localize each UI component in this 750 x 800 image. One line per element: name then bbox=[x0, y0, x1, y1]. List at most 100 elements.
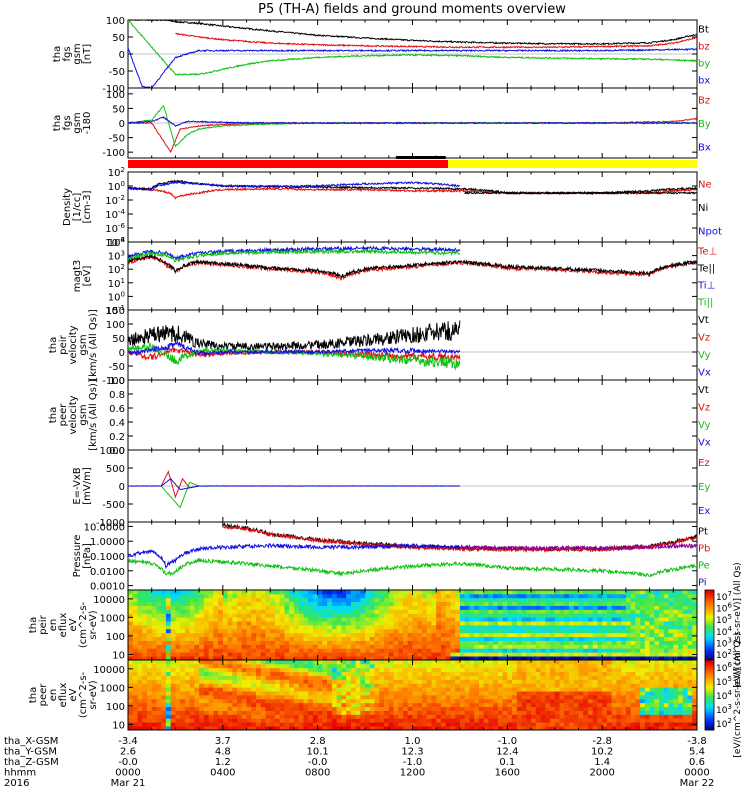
y-tick-label: 0.0100 bbox=[90, 567, 125, 578]
series-line-Vt bbox=[128, 320, 461, 352]
y-axis-label: Density bbox=[62, 188, 73, 226]
x-axis-row-value: 0.1 bbox=[499, 757, 515, 768]
y-tick-label: 10 bbox=[112, 650, 125, 661]
y-tick-label: 1.0000 bbox=[90, 537, 125, 548]
y-tick-label: 10 bbox=[112, 720, 125, 731]
y-tick-label: 10-4 bbox=[105, 208, 125, 221]
y-axis-label: [nPa] bbox=[82, 543, 93, 569]
y-tick-label: 0.0010 bbox=[90, 582, 125, 593]
series-line-by bbox=[128, 20, 697, 76]
x-axis-row-value: -0.0 bbox=[308, 757, 328, 768]
y-tick-label: 10-2 bbox=[105, 194, 125, 207]
legend-entry: Ex bbox=[698, 506, 710, 517]
x-axis-row-value: 0400 bbox=[210, 768, 235, 779]
y-tick-label: 10-6 bbox=[105, 222, 125, 235]
x-axis-row-value: 10.1 bbox=[307, 747, 329, 758]
x-axis-row-label: tha_Y-GSM bbox=[4, 747, 57, 758]
legend-entry: bz bbox=[698, 42, 710, 53]
y-axis-label: [cm-3] bbox=[82, 190, 93, 223]
legend-entry: Ey bbox=[698, 482, 710, 493]
x-axis-annotations: tha_X-GSM -3.4 3.7 2.8 1.0 -1.0 -2.8 -3.8 tha_Y-… bbox=[4, 736, 714, 789]
x-axis-row-value: 10.2 bbox=[591, 747, 613, 758]
legend-entry: Pi bbox=[698, 578, 707, 589]
x-axis-row-value: 0.6 bbox=[689, 757, 705, 768]
y-tick-label: 0 bbox=[119, 348, 125, 359]
y-axis-label: peer bbox=[58, 403, 69, 427]
series-line-Ti bbox=[128, 248, 461, 263]
figure-title: P5 (TH-A) fields and ground moments over… bbox=[258, 2, 566, 17]
y-tick-label: -500 bbox=[102, 500, 125, 511]
x-axis-row-value: -3.8 bbox=[687, 736, 707, 747]
series-line-bx bbox=[128, 47, 697, 88]
y-axis-label: [eV] bbox=[82, 266, 93, 287]
y-axis-label: velocity bbox=[68, 325, 79, 364]
x-axis-row-value: 0000 bbox=[115, 768, 140, 779]
y-tick-label: 50 bbox=[112, 104, 125, 115]
legend-entry: Ne bbox=[698, 180, 712, 191]
series-line-Ez bbox=[128, 470, 460, 499]
x-axis-row-value: Mar 22 bbox=[680, 778, 715, 789]
y-axis-label: [mV/m] bbox=[82, 467, 93, 505]
panel-8: 0.0010 0.0100 0.1000 1.0000 10.0000Pressure[… bbox=[72, 521, 710, 593]
legend-entry: Pb bbox=[698, 544, 710, 555]
y-tick-label: 100 bbox=[106, 320, 125, 331]
legend-entry: Ti⊥ bbox=[697, 281, 715, 292]
y-axis-label: [1/cc] bbox=[72, 193, 83, 222]
legend-entry: Ez bbox=[698, 458, 710, 469]
y-tick-label: 104 bbox=[108, 236, 126, 249]
legend-entry: Pt bbox=[698, 527, 708, 538]
y-tick-label: 150 bbox=[106, 306, 125, 317]
y-axis-label: Pressure bbox=[72, 535, 83, 578]
y-axis-label: eV bbox=[68, 618, 79, 631]
x-axis-row-value: 1.2 bbox=[215, 757, 231, 768]
x-axis-row-value: 0000 bbox=[684, 768, 709, 779]
y-tick-label: -50 bbox=[109, 362, 125, 373]
mode-bar-fast-survey bbox=[128, 160, 449, 168]
y-axis-label: tha bbox=[28, 617, 39, 633]
x-axis-row-value: -2.8 bbox=[592, 736, 612, 747]
series-group bbox=[128, 20, 697, 88]
y-axis-label: gsm bbox=[78, 404, 89, 425]
y-tick-label: 100 bbox=[106, 16, 125, 27]
colorbar-label: [eV/(cm^2-s-sr-eV)] (All Qs) bbox=[733, 562, 743, 687]
y-tick-label: 102 bbox=[108, 263, 125, 276]
y-tick-label: 50 bbox=[112, 33, 125, 44]
panel-9: 10 100 1000 10000 tha peir en eflux eV (cm^2-s-sr… bbox=[28, 589, 698, 661]
y-tick-label: 100 bbox=[106, 632, 125, 643]
series-group bbox=[128, 522, 697, 578]
y-tick-label: 100 bbox=[106, 702, 125, 713]
y-axis-label: tha bbox=[52, 46, 63, 62]
y-axis-label: (cm^2-s- bbox=[78, 601, 89, 648]
x-axis-row-value: 3.7 bbox=[215, 736, 231, 747]
y-axis-label: fgs bbox=[62, 46, 73, 61]
y-axis-label: gsm bbox=[72, 43, 83, 64]
panel-frame bbox=[127, 379, 698, 451]
y-tick-label: 50 bbox=[112, 334, 125, 345]
y-tick-label: -1000 bbox=[96, 518, 125, 529]
y-axis-label: [km/s (All Qs)] bbox=[88, 309, 99, 381]
panel-7: -1000 -500 0 500 1000 E=-VxB [mV/m] Ez Ey Ex bbox=[72, 446, 710, 529]
y-axis-label: -180 bbox=[82, 112, 93, 135]
x-axis-row-value: 12.3 bbox=[401, 747, 423, 758]
spectrogram-9 bbox=[128, 590, 698, 661]
legend-entry: Bx bbox=[698, 142, 711, 153]
y-tick-label: 10.0000 bbox=[84, 522, 125, 533]
y-tick-label: 0 bbox=[119, 482, 125, 493]
y-tick-label: 1000 bbox=[100, 613, 125, 624]
series-line-Ex bbox=[128, 477, 460, 491]
y-axis-label: peer bbox=[38, 683, 49, 707]
series-line-Pi bbox=[128, 542, 461, 570]
series-line-By bbox=[128, 105, 697, 148]
y-axis-label: tha bbox=[52, 115, 63, 131]
panel-10: 10 100 1000 10000 tha peer en eflux eV (cm^2-s-sr… bbox=[28, 659, 698, 731]
y-axis-label: en bbox=[48, 689, 59, 702]
y-tick-label: -50 bbox=[109, 67, 125, 78]
legend-entry: Vz bbox=[698, 402, 710, 413]
y-axis-label: magt3 bbox=[72, 260, 83, 293]
y-tick-label: 100 bbox=[106, 90, 125, 101]
series-line-Bx bbox=[128, 115, 697, 127]
